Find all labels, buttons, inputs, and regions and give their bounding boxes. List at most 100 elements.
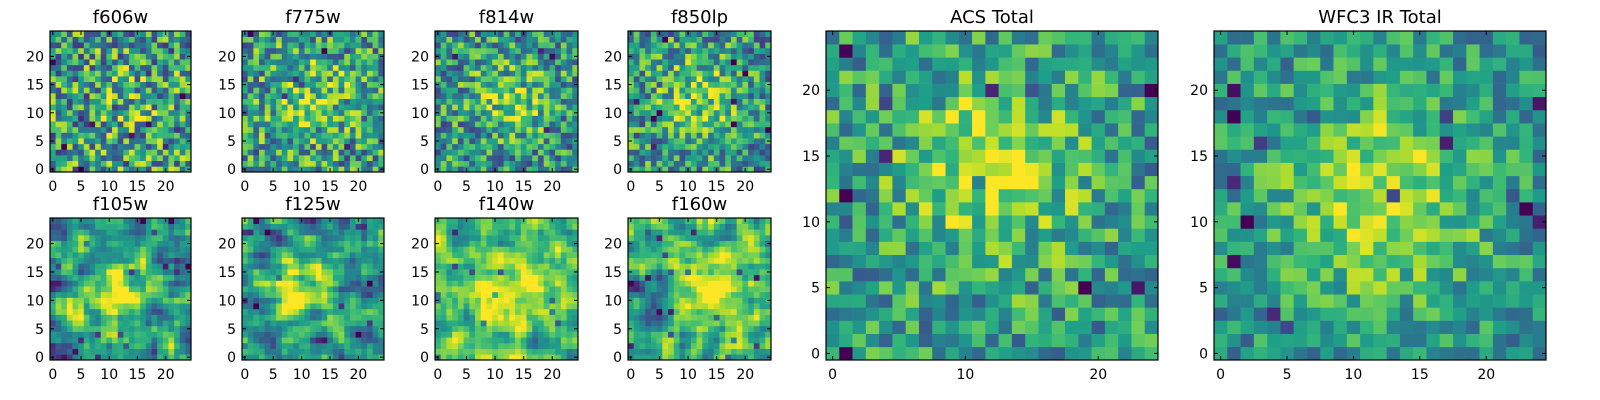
heatmap-cell — [293, 47, 300, 54]
heatmap-cell — [270, 149, 277, 156]
heatmap-cell — [549, 59, 556, 66]
heatmap-cell — [378, 348, 385, 355]
panel-title: f140w — [479, 194, 534, 215]
heatmap-cell — [446, 229, 453, 236]
heatmap-cell — [140, 70, 147, 77]
heatmap-cell — [338, 126, 345, 133]
heatmap-cell — [151, 109, 158, 116]
heatmap-cell — [128, 81, 135, 88]
heatmap-cell — [134, 263, 141, 270]
heatmap-cell — [650, 331, 657, 338]
heatmap-cell — [480, 229, 487, 236]
heatmap-cell — [668, 132, 675, 139]
heatmap-cell — [446, 109, 453, 116]
x-tick-label: 5 — [77, 367, 86, 383]
heatmap-cell — [332, 132, 339, 139]
heatmap-cell — [174, 280, 181, 287]
heatmap-cell — [566, 93, 573, 99]
heatmap-cell — [327, 59, 334, 66]
heatmap-cell — [287, 104, 294, 111]
heatmap-cell — [463, 98, 470, 105]
heatmap-cell — [66, 132, 73, 139]
heatmap-cell — [89, 132, 96, 139]
heatmap-cell — [713, 280, 720, 287]
heatmap-cell — [480, 331, 487, 338]
heatmap-cell — [497, 149, 504, 156]
heatmap-cell — [719, 286, 726, 293]
heatmap-cell — [100, 81, 107, 88]
heatmap-cell — [95, 81, 102, 88]
heatmap-cell — [435, 337, 442, 344]
heatmap-cell — [515, 104, 522, 111]
heatmap-cell — [270, 291, 277, 298]
heatmap-cell — [719, 31, 726, 37]
heatmap-cell — [742, 42, 749, 49]
heatmap-cell — [543, 64, 550, 71]
heatmap-cell — [748, 331, 755, 338]
heatmap-cell — [55, 64, 62, 71]
heatmap-cell — [264, 143, 271, 150]
heatmap-cell — [253, 297, 260, 304]
heatmap-cell — [753, 31, 760, 37]
heatmap-cell — [645, 274, 652, 281]
heatmap-cell — [332, 76, 339, 83]
heatmap-cell — [66, 240, 73, 247]
heatmap-cell — [645, 297, 652, 304]
heatmap-cell — [83, 93, 90, 99]
heatmap-cell — [349, 337, 356, 344]
heatmap-cell — [497, 263, 504, 270]
heatmap-cell — [515, 280, 522, 287]
heatmap-cell — [537, 166, 544, 173]
heatmap-cell — [298, 121, 305, 128]
heatmap-cell — [117, 155, 124, 162]
heatmap-cell — [662, 291, 669, 298]
x-tick-label: 0 — [626, 179, 635, 195]
heatmap-cell — [123, 53, 130, 60]
heatmap-cell — [469, 274, 476, 281]
heatmap-cell — [549, 337, 556, 344]
heatmap-cell — [100, 257, 107, 264]
heatmap-cell — [650, 121, 657, 128]
heatmap-cell — [259, 109, 266, 116]
heatmap-cell — [560, 138, 567, 145]
heatmap-cell — [486, 47, 493, 54]
heatmap-cell — [355, 36, 362, 43]
heatmap-cell — [157, 115, 164, 122]
heatmap-cell — [566, 263, 573, 270]
heatmap-cell — [242, 76, 248, 83]
heatmap-cell — [321, 98, 328, 105]
heatmap-cell — [457, 98, 464, 105]
heatmap-cell — [469, 291, 476, 298]
heatmap-cell — [95, 53, 102, 60]
heatmap-cell — [95, 42, 102, 49]
heatmap-cell — [503, 104, 510, 111]
heatmap-cell — [321, 47, 328, 54]
heatmap-cell — [315, 291, 322, 298]
heatmap-cell — [338, 252, 345, 259]
heatmap-cell — [66, 64, 73, 71]
heatmap-cell — [66, 149, 73, 156]
heatmap-cell — [532, 354, 539, 361]
heatmap-cell — [361, 280, 368, 287]
heatmap-cell — [572, 246, 579, 253]
heatmap-cell — [633, 354, 640, 361]
heatmap-cell — [321, 348, 328, 355]
heatmap-cell — [702, 93, 709, 99]
heatmap-cell — [713, 36, 720, 43]
heatmap-cell — [78, 303, 85, 310]
heatmap-cell — [520, 263, 527, 270]
heatmap-cell — [463, 269, 470, 276]
heatmap-cell — [327, 53, 334, 60]
heatmap-cell — [174, 121, 181, 128]
heatmap-cell — [304, 115, 311, 122]
heatmap-cell — [157, 325, 164, 332]
heatmap-cell — [242, 246, 248, 253]
heatmap-cell — [685, 138, 692, 145]
heatmap-cell — [287, 223, 294, 230]
heatmap-cell — [537, 280, 544, 287]
heatmap-cell — [492, 280, 499, 287]
heatmap-cell — [497, 53, 504, 60]
heatmap-cell — [344, 36, 351, 43]
heatmap-cell — [247, 36, 254, 43]
